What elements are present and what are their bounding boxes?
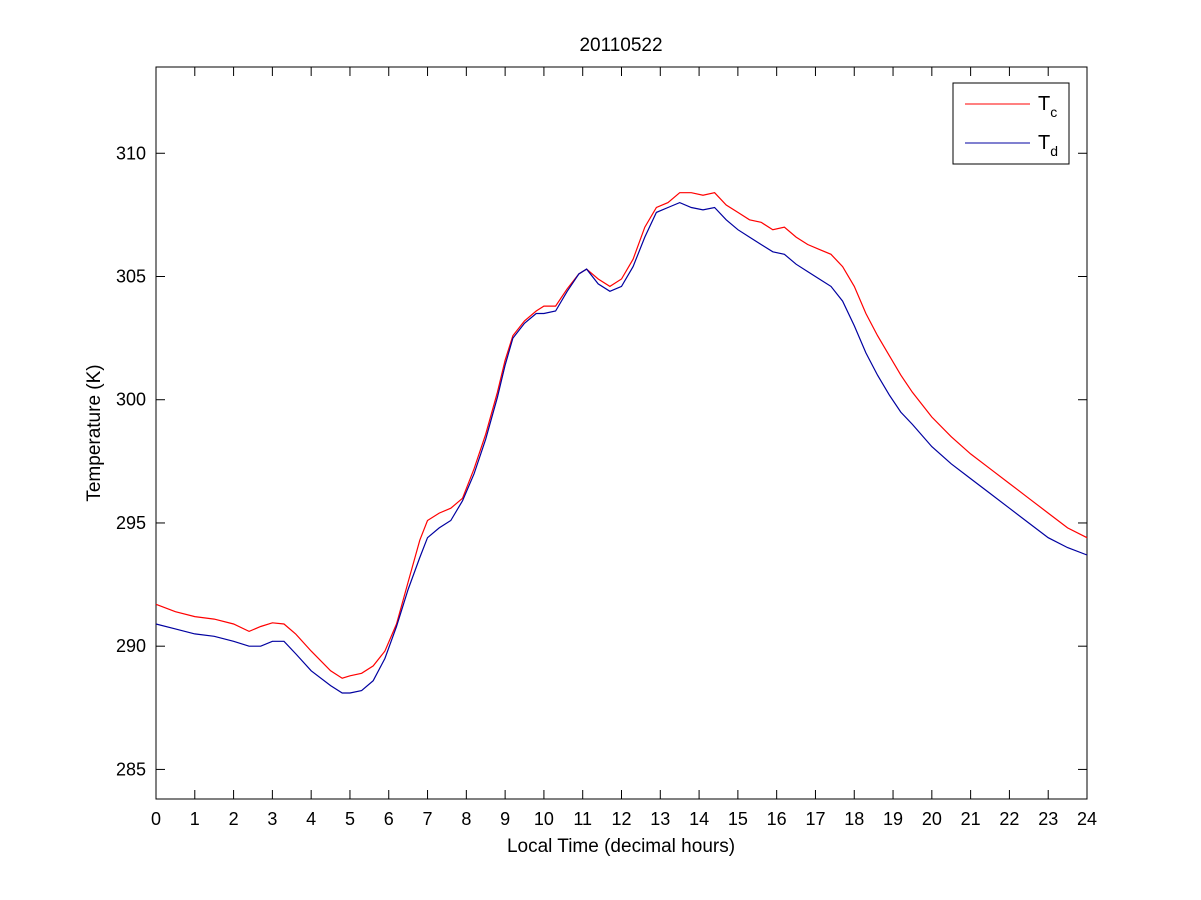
series-line-c [155,192,1088,679]
x-tick-label: 3 [267,809,277,829]
x-axis-title: Local Time (decimal hours) [507,836,735,857]
x-tick-label: 6 [384,809,394,829]
x-tick-label: 2 [229,809,239,829]
x-tick-label: 9 [500,809,510,829]
y-tick-label: 305 [116,266,146,286]
x-tick-label: 18 [844,809,864,829]
x-tick-label: 12 [611,809,631,829]
x-tick-label: 17 [805,809,825,829]
x-tick-label: 7 [423,809,433,829]
x-tick-label: 19 [883,809,903,829]
y-tick-label: 290 [116,636,146,656]
series-layer [155,192,1088,694]
x-tick-label: 20 [922,809,942,829]
legend-label-tc: Tc [1038,93,1057,120]
legend-label-td: Td [1038,132,1058,159]
y-axis-title: Temperature (K) [84,364,105,501]
x-tick-label: 23 [1038,809,1058,829]
x-tick-label: 8 [461,809,471,829]
x-tick-label: 21 [961,809,981,829]
x-tick-label: 4 [306,809,316,829]
x-tick-label: 14 [689,809,709,829]
y-axis: 285 290 295 300 305 310 [116,143,1087,779]
x-tick-label: 5 [345,809,355,829]
legend-box [952,82,1070,165]
y-tick-label: 285 [116,759,146,779]
x-tick-label: 0 [151,809,161,829]
x-tick-label: 1 [190,809,200,829]
x-tick-label: 11 [573,809,592,829]
x-tick-label: 24 [1077,809,1097,829]
series-line-d [155,201,1088,694]
legend: Tc Td [952,82,1070,165]
y-tick-label: 295 [116,513,146,533]
plot-frame [155,66,1088,800]
y-tick-label: 310 [116,143,146,163]
x-tick-label: 16 [767,809,787,829]
x-tick-label: 10 [534,809,554,829]
chart-title: 20110522 [579,35,662,56]
x-tick-label: 22 [999,809,1019,829]
x-tick-label: 15 [728,809,748,829]
y-tick-label: 300 [116,390,146,410]
x-tick-label: 13 [650,809,670,829]
x-axis: 0 1 2 3 4 5 6 7 8 9 10 11 12 13 14 15 16 17 18 19 20 21 22 23 24 [151,67,1097,829]
